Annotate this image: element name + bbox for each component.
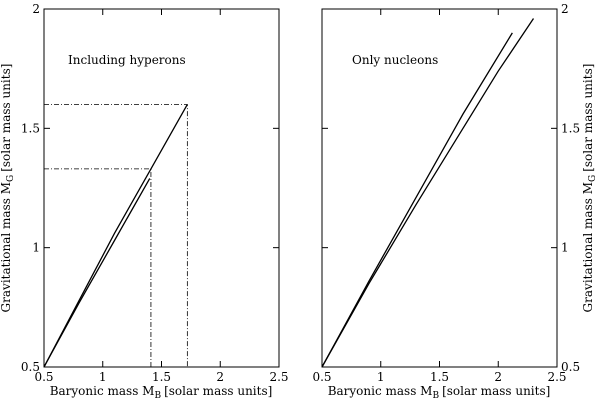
x-tick-label: 0.5 [312, 370, 331, 384]
x-tick-label: 1 [99, 370, 107, 384]
right-panel: 0.5 1 1.5 2 2.50.511.52 Only nucleons Baryon… [312, 2, 598, 401]
x-tick-label: 0.5 [34, 370, 53, 384]
series-line [43, 104, 188, 368]
left-series [43, 104, 188, 368]
right-x-axis-label: Baryonic mass MB [solar mass units] [328, 384, 551, 401]
x-tick-label: 2 [494, 370, 502, 384]
y-tick-label: 1 [32, 241, 40, 255]
left-x-axis-label: Baryonic mass MB [solar mass units] [50, 384, 273, 401]
y-tick-label: 0.5 [561, 360, 580, 374]
series-line [43, 178, 151, 368]
y-tick-label: 2 [32, 2, 40, 16]
right-ticks: 0.5 1 1.5 2 2.50.511.52 [312, 2, 580, 384]
left-ticks: 0.5 1 1.5 2 2.5 0.5 1 1.5 2 [21, 2, 289, 384]
right-y-axis-label: Gravitational mass MG[solar mass units] [581, 64, 598, 313]
x-tick-label: 2.5 [269, 370, 288, 384]
series-line [321, 18, 535, 368]
x-tick-label: 1.5 [152, 370, 171, 384]
left-y-axis-label: Gravitational mass MG[solar mass units] [0, 64, 16, 313]
left-panel: 0.5 1 1.5 2 2.5 0.5 1 1.5 2 Including hyperons B… [21, 2, 289, 401]
left-panel-annotation: Including hyperons [68, 53, 186, 67]
x-tick-label: 1.5 [430, 370, 449, 384]
series-line [321, 32, 513, 368]
y-tick-label: 1 [561, 241, 569, 255]
right-panel-annotation: Only nucleons [352, 53, 438, 67]
y-tick-label: 2 [561, 2, 569, 16]
x-tick-label: 2.5 [547, 370, 566, 384]
y-tick-label: 0.5 [21, 360, 40, 374]
right-series [321, 18, 535, 368]
x-tick-label: 1 [377, 370, 385, 384]
x-tick-label: 2 [216, 370, 224, 384]
y-tick-label: 1.5 [561, 121, 580, 135]
y-tick-label: 1.5 [21, 121, 40, 135]
